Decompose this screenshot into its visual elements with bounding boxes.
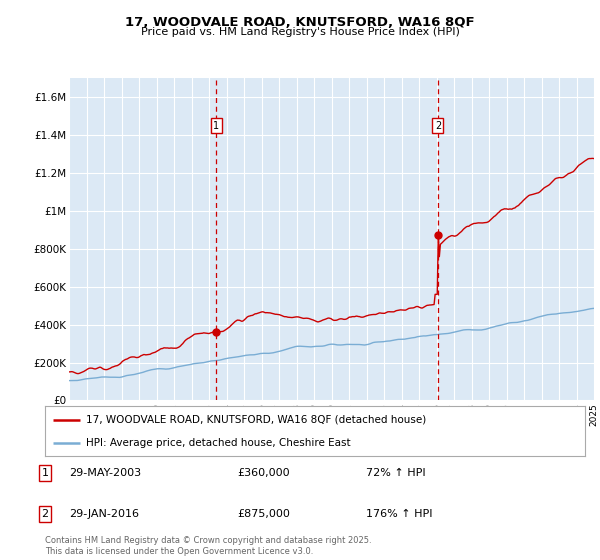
Text: 72% ↑ HPI: 72% ↑ HPI — [366, 468, 425, 478]
Text: £360,000: £360,000 — [237, 468, 290, 478]
Text: HPI: Average price, detached house, Cheshire East: HPI: Average price, detached house, Ches… — [86, 438, 350, 448]
Text: Price paid vs. HM Land Registry's House Price Index (HPI): Price paid vs. HM Land Registry's House … — [140, 27, 460, 37]
Text: £875,000: £875,000 — [237, 509, 290, 519]
Text: 29-JAN-2016: 29-JAN-2016 — [69, 509, 139, 519]
Text: Contains HM Land Registry data © Crown copyright and database right 2025.
This d: Contains HM Land Registry data © Crown c… — [45, 536, 371, 556]
Text: 1: 1 — [213, 121, 219, 130]
Text: 29-MAY-2003: 29-MAY-2003 — [69, 468, 141, 478]
Text: 2: 2 — [435, 121, 441, 130]
Text: 17, WOODVALE ROAD, KNUTSFORD, WA16 8QF (detached house): 17, WOODVALE ROAD, KNUTSFORD, WA16 8QF (… — [86, 414, 426, 424]
Text: 2: 2 — [41, 509, 49, 519]
Text: 17, WOODVALE ROAD, KNUTSFORD, WA16 8QF: 17, WOODVALE ROAD, KNUTSFORD, WA16 8QF — [125, 16, 475, 29]
Text: 1: 1 — [41, 468, 49, 478]
Text: 176% ↑ HPI: 176% ↑ HPI — [366, 509, 433, 519]
